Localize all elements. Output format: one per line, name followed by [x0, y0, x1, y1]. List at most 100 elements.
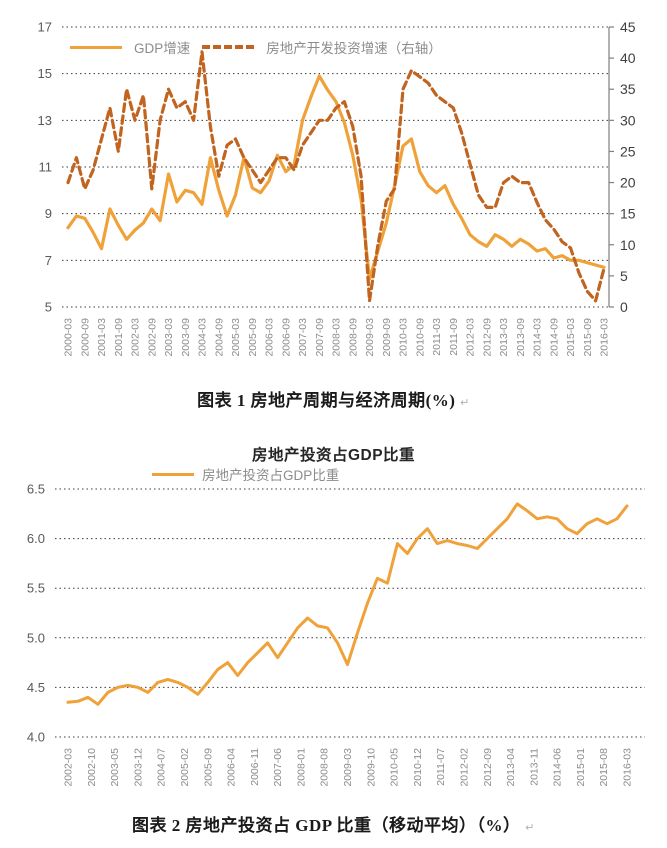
x-axis-tick-label: 2007-09 [314, 318, 326, 357]
x-axis-tick-label: 2001-09 [113, 318, 125, 357]
x-axis-tick-label: 2003-12 [132, 748, 144, 787]
x-axis-tick-label: 2005-09 [247, 318, 259, 357]
x-axis-tick-label: 2006-09 [280, 318, 292, 357]
x-axis-tick-label: 2003-09 [180, 318, 192, 357]
x-axis-tick-label: 2010-05 [389, 748, 401, 787]
x-axis-tick-label: 2016-03 [599, 318, 611, 357]
x-axis-tick-label: 2003-03 [163, 318, 175, 357]
y-axis-tick-label: 5.5 [27, 581, 45, 596]
real-estate-investment-growth-line [66, 50, 606, 303]
x-axis-tick-label: 2013-11 [528, 748, 540, 786]
x-axis-tick-label: 2010-12 [412, 748, 424, 787]
x-axis-tick-label: 2010-09 [414, 318, 426, 357]
x-axis-tick-label: 2006-03 [264, 318, 276, 357]
right-axis-tick-label: 0 [620, 299, 628, 315]
x-axis-tick-label: 2004-09 [213, 318, 225, 357]
chart1-caption-text: 图表 1 房地产周期与经济周期(%) [197, 391, 456, 410]
x-axis-tick-label: 2014-06 [552, 748, 564, 787]
x-axis-tick-label: 2011-07 [435, 748, 447, 786]
x-axis-tick-label: 2004-07 [156, 748, 168, 787]
x-axis-tick-label: 2006-11 [249, 748, 261, 786]
paragraph-return-icon: ↵ [525, 822, 535, 834]
gdp-investment-cycle-chart: 17 15 13 11 9 7 5 45 40 35 30 25 20 15 10 5 0 2000-03 2000… [38, 19, 636, 357]
investment-line-swatch [202, 45, 255, 49]
left-axis-tick-label: 15 [38, 66, 52, 81]
right-axis-tick-label: 10 [620, 237, 636, 253]
x-axis-tick-label: 2005-02 [179, 748, 191, 787]
chart2-caption-text: 图表 2 房地产投资占 GDP 比重（移动平均）（%） [132, 816, 521, 835]
left-axis-tick-label: 13 [38, 113, 52, 128]
chart1-legend: GDP增速 房地产开发投资增速（右轴） [70, 37, 442, 57]
investment-gdp-share-chart: 6.5 6.0 5.5 5.0 4.5 4.0 2002-03 2002-10 2003-05 2… [27, 482, 645, 787]
x-axis-tick-label: 2002-10 [86, 748, 98, 787]
x-axis-tick-label: 2016-03 [622, 748, 634, 787]
chart2-title: 房地产投资占GDP比重 [251, 447, 416, 464]
right-axis-tick-label: 5 [620, 268, 628, 284]
chart2-caption: 图表 2 房地产投资占 GDP 比重（移动平均）（%） ↵ [0, 811, 667, 836]
x-axis-tick-label: 2007-06 [272, 748, 284, 787]
x-axis-tick-label: 2001-03 [96, 318, 108, 357]
x-axis-tick-label: 2013-03 [498, 318, 510, 357]
left-axis-tick-label: 11 [39, 160, 53, 175]
y-axis-tick-label: 6.5 [27, 482, 45, 497]
x-axis-tick-label: 2015-09 [582, 318, 594, 357]
x-axis-tick-label: 2012-09 [482, 748, 494, 787]
x-axis-tick-label: 2015-03 [565, 318, 577, 357]
x-axis-tick-label: 2005-09 [202, 748, 214, 787]
x-axis-tick-label: 2008-03 [331, 318, 343, 357]
right-axis-tick-label: 25 [620, 143, 636, 159]
x-axis-tick-label: 2010-03 [398, 318, 410, 357]
x-axis-tick-label: 2000-09 [79, 318, 91, 357]
x-axis-tick-label: 2012-09 [481, 318, 493, 357]
x-axis-tick-label: 2008-01 [295, 748, 307, 787]
x-axis-tick-label: 2004-03 [197, 318, 209, 357]
x-axis-tick-label: 2014-09 [548, 318, 560, 357]
chart1-caption: 图表 1 房地产周期与经济周期(%) ↵ [0, 386, 667, 411]
investment-gdp-share-line [66, 502, 629, 706]
x-axis-tick-label: 2008-09 [347, 318, 359, 357]
x-axis-tick-label: 2002-03 [63, 748, 75, 787]
x-axis-tick-label: 2009-03 [342, 748, 354, 787]
left-axis-tick-label: 5 [45, 300, 52, 315]
x-axis-tick-label: 2015-08 [598, 748, 610, 787]
right-axis-tick-label: 35 [620, 81, 636, 97]
chart2-legend: 房地产投资占GDP比重 [152, 464, 339, 484]
x-axis-tick-label: 2003-05 [109, 748, 121, 787]
share-line-legend-label: 房地产投资占GDP比重 [202, 468, 340, 483]
gdp-growth-line [66, 74, 606, 281]
right-axis-tick-label: 15 [620, 206, 636, 222]
x-axis-tick-label: 2007-03 [297, 318, 309, 357]
x-axis-tick-label: 2005-03 [230, 318, 242, 357]
gdp-line-legend-label: GDP增速 [134, 41, 191, 56]
right-axis-tick-label: 45 [620, 19, 636, 35]
x-axis-tick-label: 2009-10 [365, 748, 377, 787]
right-axis-tick-label: 40 [620, 50, 636, 66]
x-axis-tick-label: 2011-09 [448, 318, 460, 356]
x-axis-tick-label: 2006-04 [226, 748, 238, 787]
x-axis-tick-label: 2002-03 [130, 318, 142, 357]
y-axis-tick-label: 4.0 [27, 730, 45, 745]
left-axis-tick-label: 7 [45, 253, 52, 268]
x-axis-tick-label: 2013-04 [505, 748, 517, 787]
x-axis-tick-label: 2015-01 [575, 748, 587, 787]
x-axis-tick-label: 2012-03 [465, 318, 477, 357]
y-axis-tick-label: 6.0 [27, 531, 45, 546]
investment-line-legend-label: 房地产开发投资增速（右轴） [266, 41, 442, 56]
left-axis-tick-label: 17 [38, 20, 52, 35]
paragraph-return-icon: ↵ [460, 397, 470, 409]
x-axis-tick-label: 2002-09 [146, 318, 158, 357]
y-axis-tick-label: 5.0 [27, 630, 45, 645]
x-axis-tick-label: 2011-03 [431, 318, 443, 356]
gdp-line-swatch [70, 45, 122, 49]
y-axis-tick-label: 4.5 [27, 680, 45, 695]
x-axis-tick-label: 2008-08 [319, 748, 331, 787]
x-axis-tick-label: 2000-03 [63, 318, 75, 357]
left-axis-tick-label: 9 [45, 206, 52, 221]
x-axis-tick-label: 2013-09 [515, 318, 527, 357]
x-axis-tick-label: 2014-03 [532, 318, 544, 357]
right-axis-tick-label: 30 [620, 112, 636, 128]
share-line-swatch [152, 472, 194, 476]
right-axis-tick-label: 20 [620, 175, 636, 191]
x-axis-tick-label: 2009-03 [364, 318, 376, 357]
